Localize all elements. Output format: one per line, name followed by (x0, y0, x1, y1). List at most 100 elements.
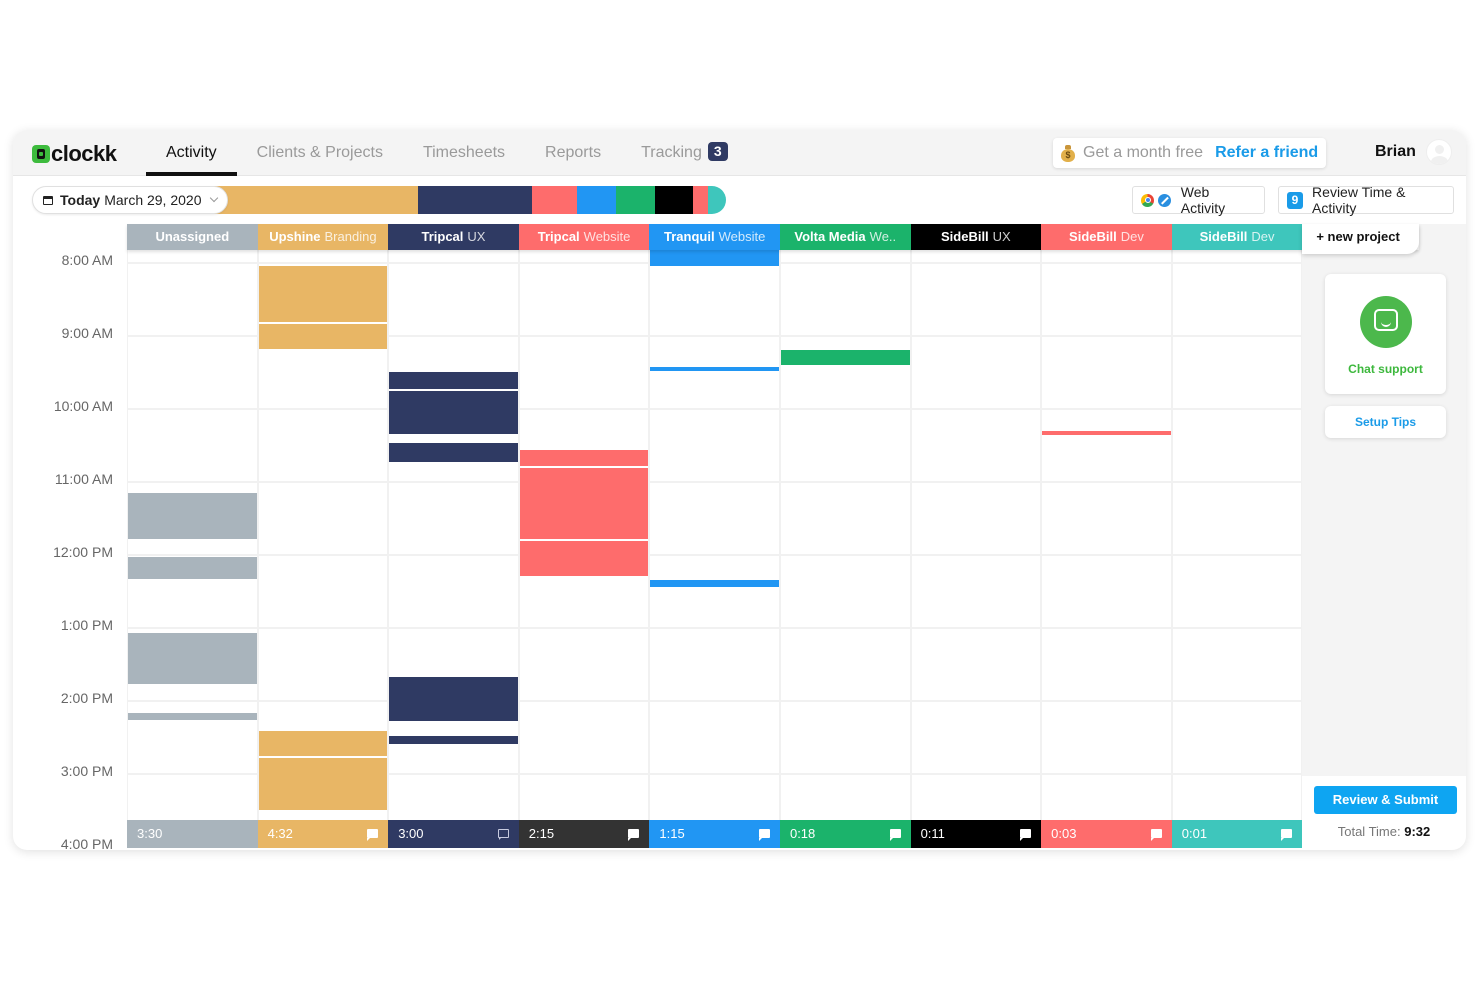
review-label: Review Time & Activity (1312, 184, 1406, 216)
tab-timesheets[interactable]: Timesheets (403, 130, 525, 176)
column-project: Dev (1120, 229, 1144, 244)
column-client: Unassigned (155, 229, 230, 244)
activity-block[interactable] (258, 266, 388, 322)
summary-segment[interactable] (616, 186, 655, 214)
safari-icon (1157, 193, 1171, 207)
activity-block[interactable] (1042, 431, 1171, 435)
review-time-activity-button[interactable]: 9 Review Time & Activity (1278, 184, 1454, 216)
activity-block[interactable] (650, 250, 779, 266)
web-activity-button[interactable]: Web Activity (1132, 184, 1265, 216)
activity-block[interactable] (781, 350, 910, 365)
comment-icon[interactable] (1020, 829, 1032, 841)
comment-icon[interactable] (367, 829, 379, 841)
logo-text: clockk (51, 141, 117, 166)
column-header-unassigned[interactable]: Unassigned (127, 224, 258, 250)
column-total[interactable]: 0:11 (910, 820, 1042, 848)
tab-label: Reports (545, 144, 602, 161)
summary-segment[interactable] (708, 186, 726, 214)
comment-icon[interactable] (889, 829, 901, 841)
hour-gridline (127, 700, 1302, 702)
user-name[interactable]: Brian (1375, 143, 1416, 160)
toolbar: Today March 29, 2020 Web Activity 9 Revi… (13, 176, 1466, 224)
activity-block[interactable] (389, 372, 518, 389)
project-column-headers: Unassigned Upshine Branding Tripcal UX Tripca… (127, 224, 1420, 254)
side-panel: Chat support Setup Tips Review & Submit … (1302, 224, 1466, 850)
promo-text: Get a month free (1083, 144, 1204, 161)
activity-block[interactable] (258, 324, 388, 349)
column-total[interactable]: 0:01 (1171, 820, 1303, 848)
column-project: Website (718, 229, 766, 244)
chat-support-card[interactable]: Chat support (1325, 274, 1446, 394)
summary-segment[interactable] (577, 186, 616, 214)
activity-block[interactable] (650, 367, 779, 371)
column-client: Volta Media (794, 229, 866, 244)
new-project-button[interactable]: + new project (1302, 224, 1420, 254)
comment-icon[interactable] (497, 829, 509, 840)
activity-block[interactable] (128, 713, 257, 720)
activity-block[interactable] (519, 450, 649, 466)
column-total[interactable]: 0:18 (779, 820, 911, 848)
column-total-value: 1:15 (659, 826, 685, 841)
time-label: 2:00 PM (60, 690, 113, 706)
column-total[interactable]: 1:15 (649, 820, 780, 848)
tab-label: Clients & Projects (256, 144, 383, 161)
tab-reports[interactable]: Reports (525, 130, 621, 176)
column-header-sidebill-dev[interactable]: SideBill Dev (1171, 224, 1303, 250)
date-picker[interactable]: Today March 29, 2020 (32, 186, 228, 214)
review-submit-button[interactable]: Review & Submit (1314, 786, 1457, 814)
total-time-label: Total Time: (1337, 824, 1401, 839)
tab-tracking[interactable]: Tracking 3 (621, 130, 748, 176)
column-header-upshine-branding[interactable]: Upshine Branding (257, 224, 389, 250)
summary-segment[interactable] (418, 186, 532, 214)
column-header-tripcal-website[interactable]: Tripcal Website (518, 224, 650, 250)
summary-segment[interactable] (532, 186, 577, 214)
column-header-sidebill-ux[interactable]: SideBill UX (910, 224, 1042, 250)
column-header-sidebill-dev[interactable]: SideBill Dev (1041, 224, 1172, 250)
avatar[interactable] (1426, 139, 1452, 165)
comment-icon[interactable] (1281, 829, 1293, 841)
column-project: Website (583, 229, 631, 244)
column-header-tripcal-ux[interactable]: Tripcal UX (388, 224, 519, 250)
comment-icon[interactable] (1150, 829, 1162, 841)
summary-segment[interactable] (655, 186, 693, 214)
activity-block[interactable] (128, 493, 257, 539)
hour-gridline (127, 408, 1302, 410)
activity-grid (127, 250, 1302, 820)
column-total[interactable]: 0:03 (1041, 820, 1172, 848)
column-header-volta-media-we-[interactable]: Volta Media We.. (779, 224, 911, 250)
tab-activity[interactable]: Activity (146, 130, 237, 176)
calendar-icon (43, 195, 53, 205)
setup-tips-button[interactable]: Setup Tips (1325, 406, 1446, 438)
column-divider (127, 250, 128, 820)
column-total[interactable]: 3:00 (388, 820, 519, 848)
activity-block[interactable] (389, 736, 518, 744)
column-total[interactable]: 3:30 (127, 820, 258, 848)
column-divider (517, 250, 520, 820)
column-divider (1040, 250, 1043, 820)
activity-block[interactable] (389, 677, 518, 721)
column-total[interactable]: 4:32 (257, 820, 389, 848)
activity-block[interactable] (258, 758, 388, 810)
activity-block[interactable] (389, 391, 518, 434)
column-client: Tranquil (664, 229, 715, 244)
column-header-tranquil-website[interactable]: Tranquil Website (649, 224, 780, 250)
comment-icon[interactable] (628, 829, 640, 841)
tab-clients-projects[interactable]: Clients & Projects (237, 130, 403, 176)
column-total-value: 0:01 (1181, 826, 1208, 841)
activity-block[interactable] (389, 443, 518, 462)
logo[interactable]: clockk (32, 141, 117, 167)
column-project: Dev (1251, 229, 1275, 244)
column-project: UX (992, 229, 1011, 244)
activity-block[interactable] (258, 731, 388, 756)
activity-block[interactable] (519, 541, 649, 576)
activity-block[interactable] (128, 633, 257, 684)
day-summary-bar (213, 186, 726, 214)
activity-block[interactable] (650, 580, 779, 587)
activity-block[interactable] (128, 557, 257, 579)
summary-segment[interactable] (693, 186, 708, 214)
summary-segment[interactable] (213, 186, 418, 214)
comment-icon[interactable] (758, 829, 770, 841)
refer-a-friend-link[interactable]: Refer a friend (1215, 144, 1319, 161)
activity-block[interactable] (519, 468, 649, 539)
column-total[interactable]: 2:15 (518, 820, 650, 848)
